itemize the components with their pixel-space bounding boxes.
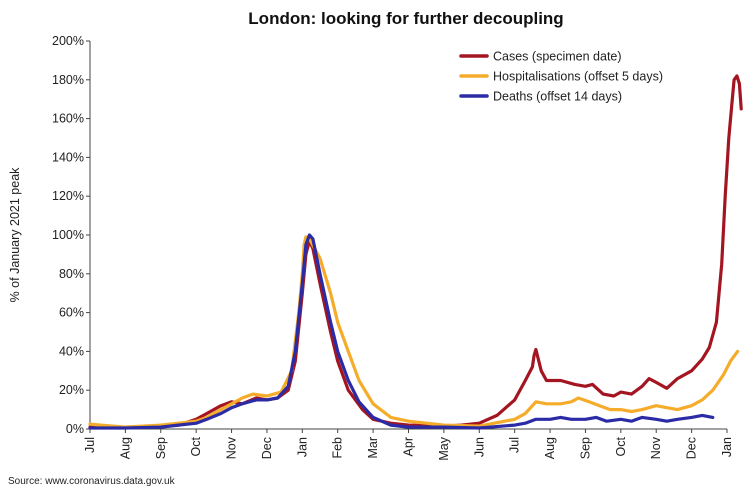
legend-label-0: Cases (specimen date) [493, 50, 622, 64]
y-tick-label: 120% [52, 189, 84, 203]
series-line-0 [88, 74, 743, 429]
y-tick-label: 200% [52, 34, 84, 48]
x-tick-label: Mar [366, 437, 380, 459]
y-tick-label: 180% [52, 73, 84, 87]
x-tick-label: Aug [543, 437, 557, 459]
x-tick-label: Jan [720, 437, 734, 457]
series-line-1 [88, 235, 740, 429]
legend: Cases (specimen date) Hospitalisations (o… [459, 50, 663, 104]
x-tick-label: Dec [260, 437, 274, 459]
y-axis-label: % of January 2021 peak [8, 167, 22, 303]
x-tick-label: Oct [614, 436, 628, 456]
x-tick-label: Jul [508, 437, 522, 453]
x-axis: Jul Aug Sep Oct Nov Dec Jan Feb Mar Apr May Jun Jul A… [83, 428, 734, 461]
x-tick-label: Sep [154, 437, 168, 459]
x-tick-label: Jun [472, 437, 486, 457]
x-tick-label: Apr [402, 437, 416, 456]
x-tick-label: May [437, 436, 451, 460]
legend-label-2: Deaths (offset 14 days) [493, 90, 622, 104]
y-tick-label: 40% [59, 344, 84, 358]
y-tick-label: 0% [66, 422, 84, 436]
x-tick-label: Sep [578, 437, 592, 459]
y-tick-label: 160% [52, 112, 84, 126]
y-axis: 0% 20% 40% 60% 80% 100% 120% 140% 160% 180% 200% [52, 34, 91, 436]
x-tick-label: Nov [225, 436, 239, 459]
legend-label-1: Hospitalisations (offset 5 days) [493, 70, 663, 84]
x-tick-label: Nov [649, 436, 663, 459]
x-tick-label: Feb [331, 437, 345, 459]
series-line-2 [88, 233, 715, 430]
x-tick-label: Oct [189, 436, 203, 456]
y-tick-label: 20% [59, 383, 84, 397]
x-tick-label: Dec [685, 437, 699, 459]
x-tick-label: Jul [83, 437, 97, 453]
x-tick-label: Aug [118, 437, 132, 459]
y-tick-label: 80% [59, 267, 84, 281]
y-tick-label: 60% [59, 306, 84, 320]
y-tick-label: 140% [52, 150, 84, 164]
series-lines [88, 74, 743, 430]
chart-title: London: looking for further decoupling [248, 9, 563, 28]
source-note: Source: www.coronavirus.data.gov.uk [8, 476, 176, 487]
x-tick-label: Jan [295, 437, 309, 457]
y-tick-label: 100% [52, 228, 84, 242]
